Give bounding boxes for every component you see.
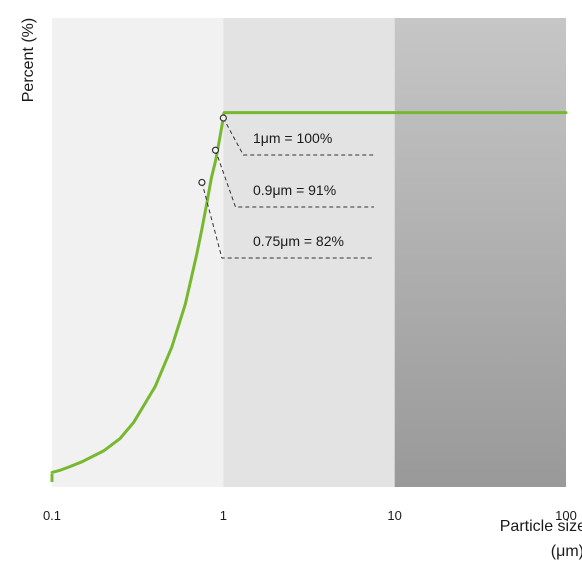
series-line <box>50 111 568 474</box>
series-layer <box>50 111 568 474</box>
axis-labels: Percent (%) Particle size (μm) <box>20 18 582 560</box>
annotation-label: 1μm = 100% <box>253 130 332 146</box>
annotation-leader <box>222 117 374 156</box>
annotation-marker <box>211 146 220 154</box>
annotation-marker <box>219 114 227 122</box>
x-tick-label: 100 <box>555 508 577 523</box>
annotation-leader <box>201 182 374 259</box>
x-axis-label: Particle size <box>500 518 582 535</box>
x-tick-label: 10 <box>387 508 401 523</box>
background-band <box>223 18 395 487</box>
x-axis-label-unit: (μm) <box>551 543 582 560</box>
background-band <box>394 18 566 487</box>
x-tick-label: 0.1 <box>43 508 61 523</box>
background-bands <box>52 18 566 487</box>
y-axis-label: Percent (%) <box>20 18 37 102</box>
x-axis: 0.1 1 10 100 <box>43 474 577 523</box>
background-band <box>52 18 224 487</box>
annotation-marker <box>198 178 206 187</box>
annotation-label: 0.75μm = 82% <box>253 233 344 249</box>
x-tick-label: 1 <box>220 508 227 523</box>
annotations: 1μm = 100% 0.9μm = 91% 0.75μm = 82% <box>198 114 374 259</box>
annotation-label: 0.9μm = 91% <box>253 182 336 198</box>
